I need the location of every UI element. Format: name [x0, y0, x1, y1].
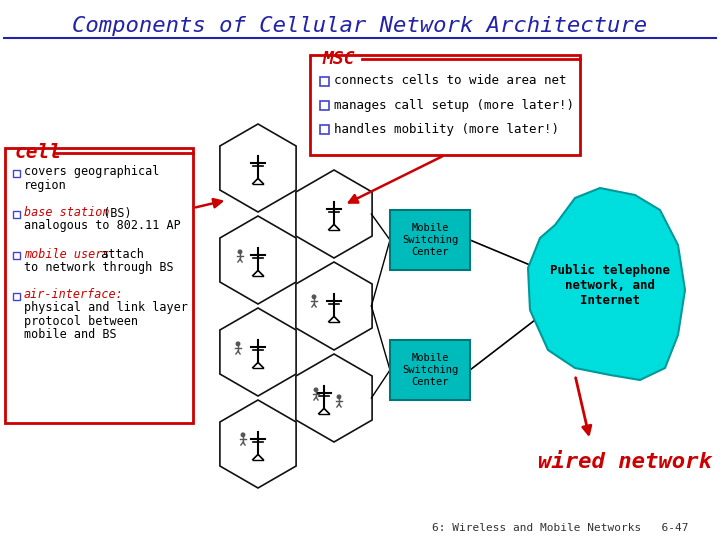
Polygon shape	[220, 124, 296, 212]
FancyBboxPatch shape	[390, 340, 470, 400]
Text: handles mobility (more later!): handles mobility (more later!)	[334, 123, 559, 136]
Polygon shape	[296, 170, 372, 258]
Text: Public telephone
network, and
Internet: Public telephone network, and Internet	[550, 264, 670, 307]
Polygon shape	[220, 308, 296, 396]
Polygon shape	[296, 354, 372, 442]
FancyBboxPatch shape	[320, 77, 329, 86]
Text: mobile users: mobile users	[24, 247, 109, 260]
FancyBboxPatch shape	[310, 55, 580, 155]
Circle shape	[314, 388, 318, 392]
Text: air-interface:: air-interface:	[24, 288, 124, 301]
FancyBboxPatch shape	[13, 211, 20, 218]
FancyBboxPatch shape	[13, 293, 20, 300]
Text: wired network: wired network	[538, 452, 712, 472]
Text: (BS): (BS)	[96, 206, 132, 219]
Text: cell: cell	[15, 144, 62, 163]
Text: covers geographical: covers geographical	[24, 165, 159, 179]
Polygon shape	[296, 262, 372, 350]
FancyBboxPatch shape	[390, 210, 470, 270]
FancyBboxPatch shape	[320, 101, 329, 110]
Circle shape	[236, 342, 240, 346]
FancyBboxPatch shape	[13, 252, 20, 259]
Text: 6: Wireless and Mobile Networks   6-47: 6: Wireless and Mobile Networks 6-47	[432, 523, 688, 533]
Text: protocol between: protocol between	[24, 314, 138, 327]
Text: physical and link layer: physical and link layer	[24, 301, 188, 314]
Circle shape	[337, 395, 341, 399]
Text: mobile and BS: mobile and BS	[24, 327, 117, 341]
Text: analogous to 802.11 AP: analogous to 802.11 AP	[24, 219, 181, 233]
Circle shape	[312, 295, 316, 299]
Text: to network through BS: to network through BS	[24, 260, 174, 273]
FancyBboxPatch shape	[13, 170, 20, 177]
Text: Components of Cellular Network Architecture: Components of Cellular Network Architect…	[73, 16, 647, 36]
FancyBboxPatch shape	[320, 125, 329, 134]
Text: manages call setup (more later!): manages call setup (more later!)	[334, 98, 574, 111]
Polygon shape	[220, 400, 296, 488]
Text: connects cells to wide area net: connects cells to wide area net	[334, 75, 567, 87]
Polygon shape	[220, 216, 296, 304]
Text: base station: base station	[24, 206, 109, 219]
Text: attach: attach	[94, 247, 144, 260]
Text: Mobile
Switching
Center: Mobile Switching Center	[402, 224, 458, 256]
Circle shape	[238, 250, 242, 254]
Text: region: region	[24, 179, 67, 192]
Text: Mobile
Switching
Center: Mobile Switching Center	[402, 353, 458, 387]
FancyBboxPatch shape	[5, 148, 193, 423]
Circle shape	[241, 433, 245, 437]
Text: MSC: MSC	[322, 50, 355, 68]
Polygon shape	[528, 188, 685, 380]
